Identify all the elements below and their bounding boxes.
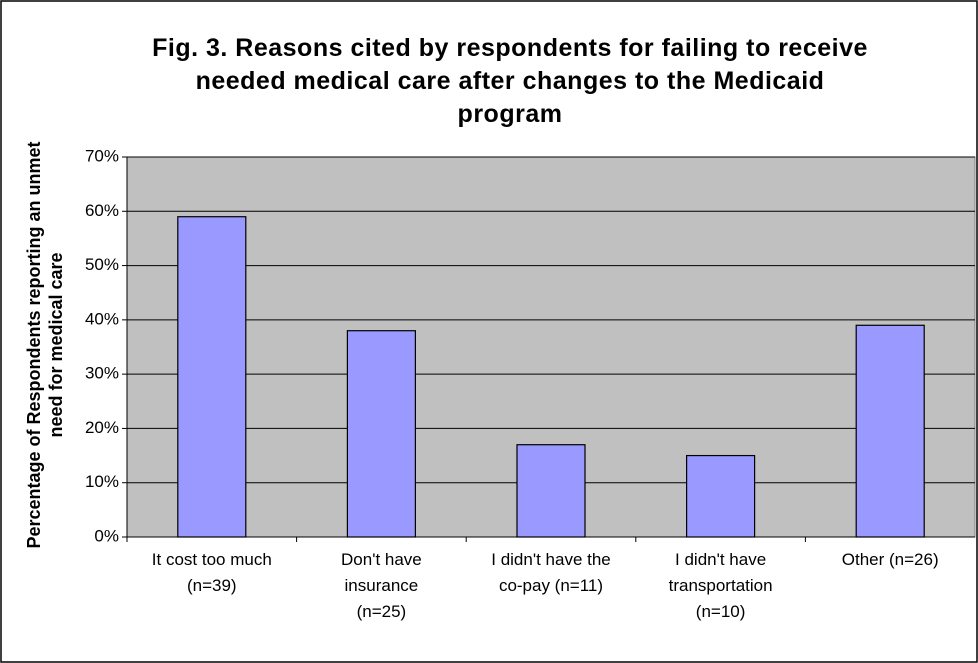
x-tick-label: Don't have insurance (n=25) bbox=[341, 550, 422, 621]
chart-title: Fig. 3. Reasons cited by respondents for… bbox=[152, 34, 868, 128]
x-tick-label: I didn't have the co-pay (n=11) bbox=[491, 550, 611, 595]
y-tick-label: 0% bbox=[94, 526, 119, 545]
y-tick-label: 60% bbox=[85, 201, 119, 220]
bar bbox=[177, 216, 247, 538]
bar bbox=[685, 454, 756, 538]
bar bbox=[346, 330, 416, 538]
y-tick-label: 70% bbox=[85, 146, 119, 165]
y-tick-label: 40% bbox=[85, 309, 119, 328]
y-tick-label: 10% bbox=[85, 472, 119, 491]
x-tick-label: Other (n=26) bbox=[841, 550, 939, 569]
y-tick-label: 20% bbox=[85, 418, 119, 437]
y-tick-label: 30% bbox=[85, 364, 119, 383]
bar bbox=[516, 444, 586, 538]
x-tick-label: It cost too much (n=39) bbox=[151, 550, 272, 595]
bar bbox=[855, 324, 925, 538]
y-tick-label: 50% bbox=[85, 255, 119, 274]
x-tick-label: I didn't have transportation (n=10) bbox=[668, 550, 773, 621]
y-axis-label: Percentage of Respondents reporting an u… bbox=[24, 141, 66, 549]
